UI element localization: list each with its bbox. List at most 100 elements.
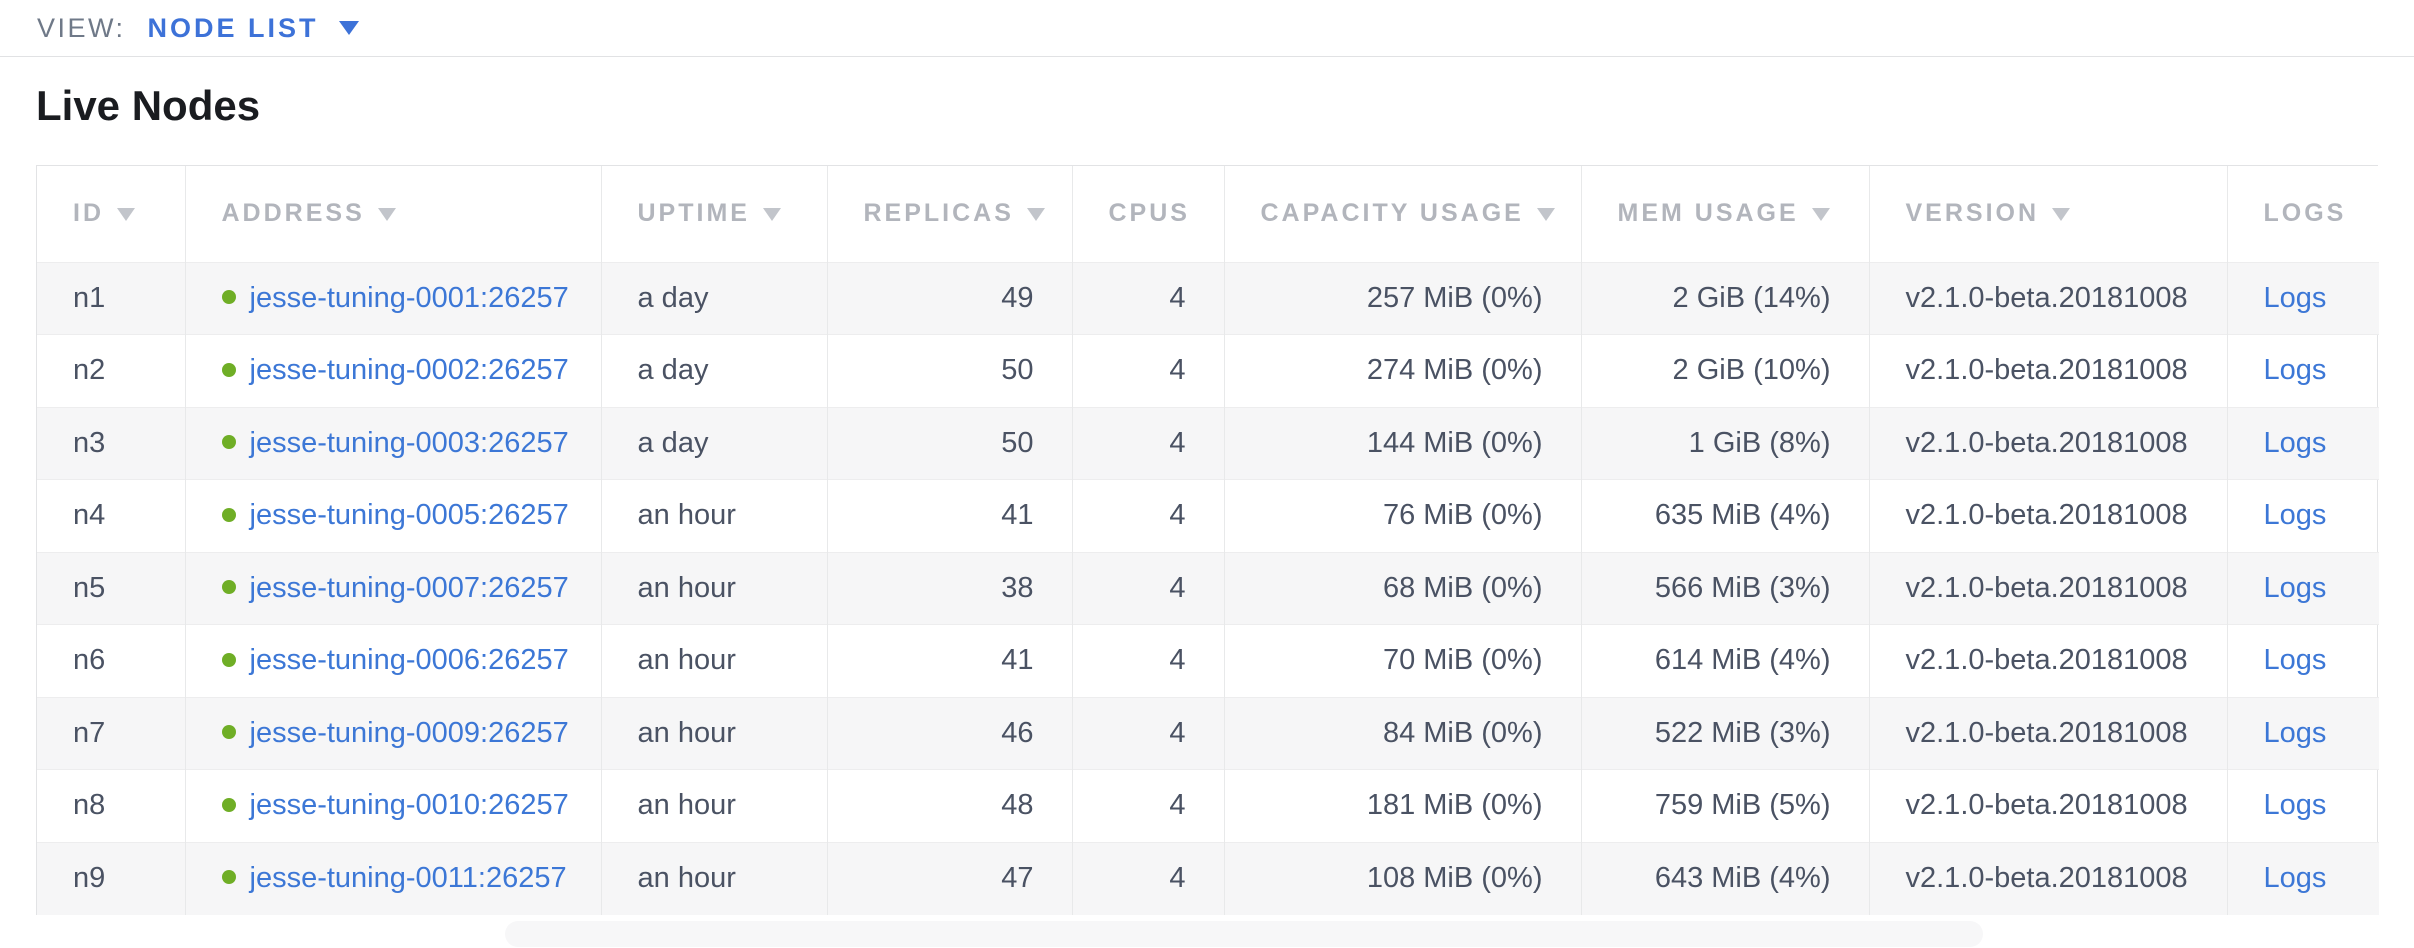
node-live-status-icon — [221, 870, 236, 885]
cell-cpus: 4 — [1071, 262, 1224, 335]
node-id-text: n6 — [73, 644, 106, 677]
address-link[interactable]: jesse-tuning-0006:26257 — [249, 644, 569, 677]
node-id-text: n5 — [73, 571, 106, 604]
capacity-usage-text: 257 MiB (0%) — [1366, 281, 1543, 314]
cell-uptime: an hour — [600, 842, 827, 915]
logs-link[interactable]: Logs — [2263, 499, 2327, 532]
address-link[interactable]: jesse-tuning-0009:26257 — [249, 716, 569, 749]
table-row: n9 jesse-tuning-0011:26257 an hour 47 4 108 M… — [37, 842, 2379, 915]
address-link[interactable]: jesse-tuning-0010:26257 — [249, 789, 569, 822]
cell-logs: Logs — [2226, 407, 2379, 480]
logs-link[interactable]: Logs — [2263, 644, 2327, 677]
cell-node-id: n4 — [37, 480, 185, 553]
column-label: ID — [73, 199, 104, 228]
column-label: CAPACITY USAGE — [1260, 199, 1524, 228]
cell-mem-usage: 614 MiB (4%) — [1580, 624, 1869, 697]
address-link[interactable]: jesse-tuning-0002:26257 — [249, 354, 569, 387]
cell-uptime: a day — [600, 407, 827, 480]
address-link[interactable]: jesse-tuning-0003:26257 — [249, 426, 569, 459]
cell-logs: Logs — [2226, 552, 2379, 625]
logs-link[interactable]: Logs — [2263, 789, 2327, 822]
cell-replicas: 41 — [826, 624, 1072, 697]
cell-cpus: 4 — [1071, 407, 1224, 480]
cell-address: jesse-tuning-0006:26257 — [184, 624, 601, 697]
cell-capacity-usage: 70 MiB (0%) — [1223, 624, 1581, 697]
capacity-usage-text: 68 MiB (0%) — [1382, 571, 1543, 604]
cell-logs: Logs — [2226, 624, 2379, 697]
version-text: v2.1.0-beta.20181008 — [1905, 789, 2188, 822]
uptime-text: an hour — [637, 644, 736, 677]
cell-cpus: 4 — [1071, 479, 1224, 552]
cell-version: v2.1.0-beta.20181008 — [1868, 842, 2227, 915]
cpus-count: 4 — [1169, 499, 1186, 532]
cell-uptime: an hour — [600, 697, 827, 770]
cell-node-id: n6 — [37, 625, 185, 698]
address-link[interactable]: jesse-tuning-0001:26257 — [249, 281, 569, 314]
cell-uptime: an hour — [600, 479, 827, 552]
cpus-count: 4 — [1169, 862, 1186, 894]
sort-descending-icon — [1536, 208, 1555, 222]
cell-replicas: 38 — [826, 552, 1072, 625]
cell-version: v2.1.0-beta.20181008 — [1868, 262, 2227, 335]
cell-uptime: an hour — [600, 769, 827, 842]
mem-usage-text: 2 GiB (14%) — [1672, 281, 1831, 314]
logs-link[interactable]: Logs — [2263, 354, 2327, 387]
capacity-usage-text: 108 MiB (0%) — [1366, 862, 1543, 894]
column-header-logs: LOGS — [2226, 166, 2379, 262]
cell-version: v2.1.0-beta.20181008 — [1868, 624, 2227, 697]
logs-link[interactable]: Logs — [2263, 716, 2327, 749]
cell-logs: Logs — [2226, 334, 2379, 407]
cell-version: v2.1.0-beta.20181008 — [1868, 552, 2227, 625]
view-dropdown[interactable]: NODE LIST — [148, 13, 359, 44]
cell-capacity-usage: 76 MiB (0%) — [1223, 479, 1581, 552]
cell-node-id: n7 — [37, 697, 185, 770]
column-label: REPLICAS — [863, 199, 1014, 228]
cpus-count: 4 — [1169, 789, 1186, 822]
capacity-usage-text: 144 MiB (0%) — [1366, 426, 1543, 459]
column-label: CPUS — [1108, 199, 1190, 228]
column-header-uptime[interactable]: UPTIME — [600, 166, 827, 262]
node-live-status-icon — [221, 652, 236, 667]
version-text: v2.1.0-beta.20181008 — [1905, 644, 2188, 677]
cell-replicas: 41 — [826, 479, 1072, 552]
version-text: v2.1.0-beta.20181008 — [1905, 499, 2188, 532]
table-row: n5 jesse-tuning-0007:26257 an hour 38 4 68 Mi… — [37, 552, 2379, 625]
cell-version: v2.1.0-beta.20181008 — [1868, 479, 2227, 552]
logs-link[interactable]: Logs — [2263, 571, 2327, 604]
cell-cpus: 4 — [1071, 552, 1224, 625]
capacity-usage-text: 181 MiB (0%) — [1366, 789, 1543, 822]
column-header-replicas[interactable]: REPLICAS — [826, 166, 1072, 262]
cell-address: jesse-tuning-0009:26257 — [184, 697, 601, 770]
column-header-mem_usage[interactable]: MEM USAGE — [1580, 166, 1869, 262]
logs-link[interactable]: Logs — [2263, 862, 2327, 894]
horizontal-scrollbar-thumb[interactable] — [505, 921, 1983, 947]
table-row: n2 jesse-tuning-0002:26257 a day 50 4 274 MiB… — [37, 334, 2379, 407]
uptime-text: an hour — [637, 862, 736, 894]
cell-capacity-usage: 84 MiB (0%) — [1223, 697, 1581, 770]
address-link[interactable]: jesse-tuning-0005:26257 — [249, 499, 569, 532]
cell-capacity-usage: 257 MiB (0%) — [1223, 262, 1581, 335]
node-id-text: n4 — [73, 499, 106, 532]
node-live-status-icon — [221, 797, 236, 812]
sort-descending-icon — [377, 208, 396, 222]
logs-link[interactable]: Logs — [2263, 281, 2327, 314]
node-live-status-icon — [221, 580, 236, 595]
address-link[interactable]: jesse-tuning-0011:26257 — [249, 862, 567, 894]
cpus-count: 4 — [1169, 571, 1186, 604]
column-header-address[interactable]: ADDRESS — [184, 166, 601, 262]
replicas-count: 47 — [1001, 862, 1034, 894]
cell-cpus: 4 — [1071, 697, 1224, 770]
replicas-count: 50 — [1001, 426, 1034, 459]
logs-link[interactable]: Logs — [2263, 426, 2327, 459]
cell-replicas: 49 — [826, 262, 1072, 335]
column-header-capacity_usage[interactable]: CAPACITY USAGE — [1223, 166, 1581, 262]
column-header-id[interactable]: ID — [37, 166, 185, 262]
cpus-count: 4 — [1169, 716, 1186, 749]
address-link[interactable]: jesse-tuning-0007:26257 — [249, 571, 569, 604]
column-label: VERSION — [1905, 199, 2040, 228]
column-label: MEM USAGE — [1617, 199, 1799, 228]
cell-capacity-usage: 181 MiB (0%) — [1223, 769, 1581, 842]
column-header-version[interactable]: VERSION — [1868, 166, 2227, 262]
cell-cpus: 4 — [1071, 624, 1224, 697]
replicas-count: 46 — [1001, 716, 1034, 749]
